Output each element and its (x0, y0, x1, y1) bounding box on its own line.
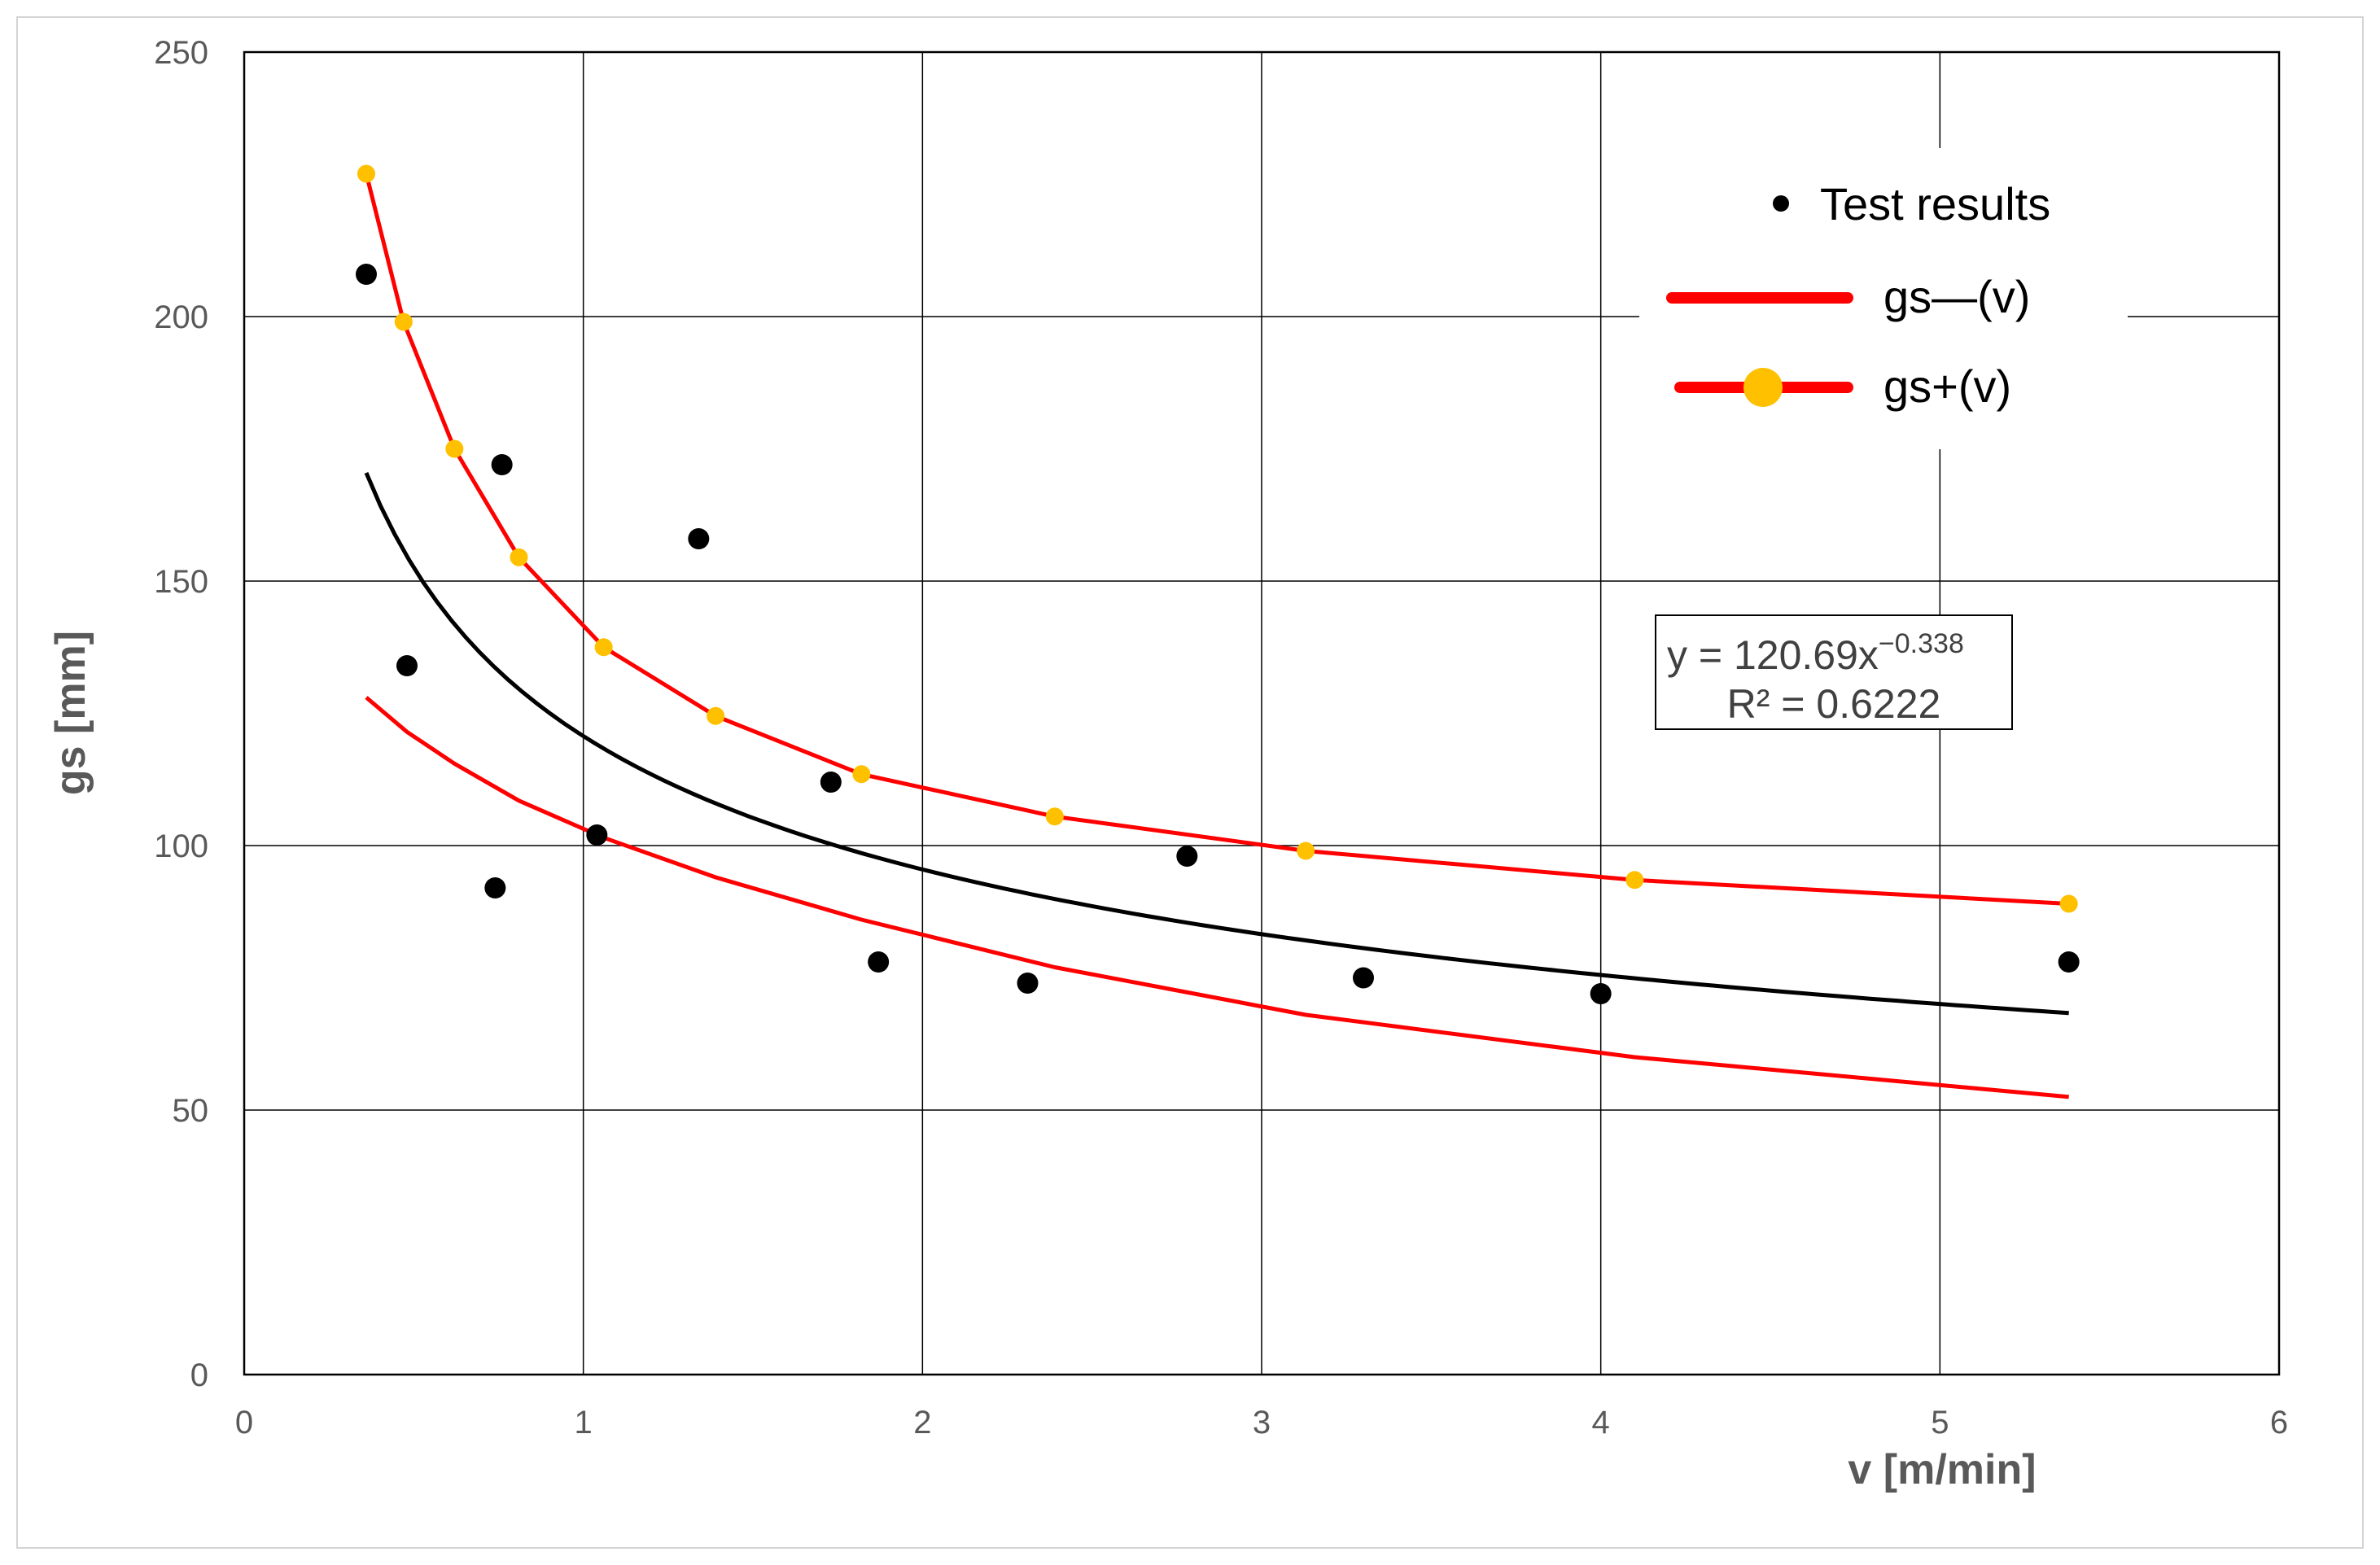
series-marker-gs-plus (1625, 871, 1644, 890)
scatter-point-test-result (868, 951, 890, 973)
r-squared-text: R² = 0.6222 (1727, 681, 1941, 727)
scatter-point-test-result (1176, 846, 1198, 867)
equation-box-border (1655, 614, 2013, 730)
y-tick-label: 200 (154, 299, 208, 335)
scatter-point-test-result (688, 528, 710, 549)
scatter-point-test-result (1353, 967, 1374, 989)
series-marker-gs-plus (394, 313, 413, 331)
chart-frame: 0 50 100 150 200 250 0 1 2 3 4 5 6 gs [mm] v [m/min… (16, 16, 2364, 1549)
y-tick-label: 150 (154, 564, 208, 600)
x-tick-label: 3 (1253, 1405, 1271, 1440)
scatter-point-test-result (1590, 983, 1612, 1004)
y-tick-label: 0 (190, 1357, 208, 1393)
legend-label-test-results: Test results (1820, 178, 2050, 230)
x-tick-label: 6 (2270, 1405, 2288, 1440)
trendline-equation-box: y = 120.69x−0.338 R² = 0.6222 (1655, 614, 2013, 730)
equation-text: y = 120.69x−0.338 (1667, 628, 1964, 678)
legend-label-gs-plus: gs+(v) (1883, 361, 2011, 412)
x-tick-label: 5 (1931, 1405, 1949, 1440)
legend: Test results gs—(v) gs+(v) (1639, 148, 2128, 449)
series-marker-gs-plus (510, 548, 528, 566)
y-tick-labels: 0 50 100 150 200 250 (154, 35, 208, 1393)
series-marker-gs-plus (357, 164, 375, 183)
series-marker-gs-plus (852, 765, 871, 784)
series-marker-gs-plus (594, 638, 613, 657)
y-tick-label: 50 (173, 1093, 209, 1129)
series-marker-gs-plus (445, 439, 464, 458)
series-marker-gs-plus (2059, 894, 2078, 913)
x-tick-label: 2 (913, 1405, 931, 1440)
scatter-point-test-result (356, 264, 377, 285)
x-tick-label: 4 (1592, 1405, 1610, 1440)
y-tick-label: 100 (154, 828, 208, 864)
series-marker-gs-plus (707, 706, 725, 725)
chart-svg: 0 50 100 150 200 250 0 1 2 3 4 5 6 gs [mm] v [m/min… (47, 35, 2288, 1493)
x-tick-label: 1 (575, 1405, 593, 1440)
scatter-point-test-result (1017, 973, 1039, 994)
scatter-point-test-result (2058, 951, 2080, 973)
scatter-point-test-result (586, 824, 608, 846)
x-axis-title: v [m/min] (1848, 1446, 2036, 1493)
series-line-gs-minus (365, 696, 2069, 1099)
series-marker-gs-plus (1297, 842, 1315, 860)
series-layer (356, 164, 2080, 1099)
equation-exponent: −0.338 (1879, 628, 1964, 659)
y-tick-label: 250 (154, 35, 208, 71)
scatter-point-test-result (491, 454, 513, 475)
scatter-point-test-result (396, 655, 418, 676)
legend-marker-test-results (1773, 195, 1789, 212)
y-axis-title: gs [mm] (47, 631, 94, 795)
legend-marker-gs-plus (1743, 368, 1783, 407)
scatter-point-test-result (820, 772, 842, 793)
x-tick-labels: 0 1 2 3 4 5 6 (235, 1405, 2288, 1440)
scatter-point-test-result (484, 877, 506, 898)
equation-main: y = 120.69x (1667, 632, 1879, 678)
series-power-trendline (364, 472, 2069, 1016)
x-tick-label: 0 (235, 1405, 253, 1440)
series-marker-gs-plus (1045, 807, 1064, 826)
legend-label-gs-minus: gs—(v) (1883, 271, 2030, 322)
